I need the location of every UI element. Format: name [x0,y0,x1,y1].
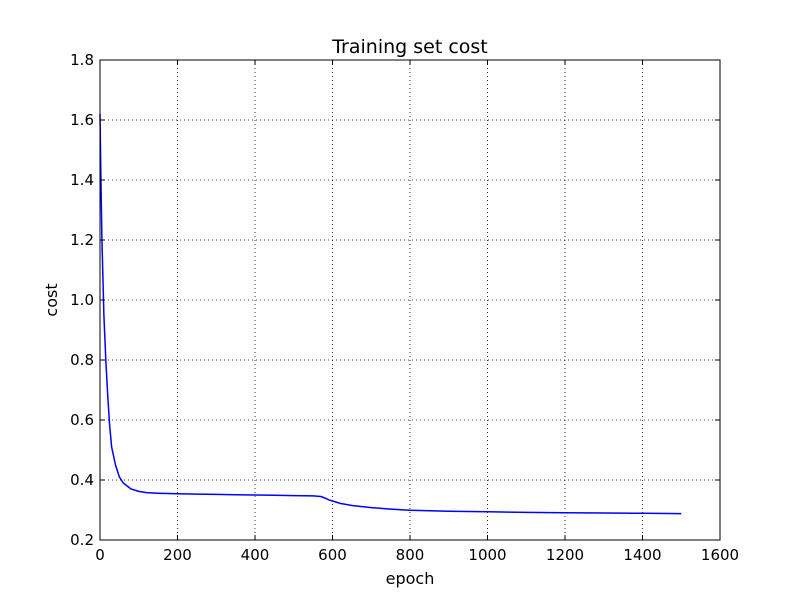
x-tick-label: 0 [95,546,105,564]
x-tick-label: 600 [318,546,347,564]
x-tick-label: 400 [241,546,270,564]
y-tick-label: 1.0 [70,291,94,309]
chart-title: Training set cost [331,36,488,58]
x-tick-label: 800 [396,546,425,564]
y-tick-label: 1.8 [70,51,94,69]
grid [99,59,721,541]
y-tick-label: 0.8 [70,351,94,369]
x-tick-label: 1400 [623,546,661,564]
y-tick-label: 0.6 [70,411,94,429]
y-tick-label: 1.4 [70,171,94,189]
x-tick-label: 1600 [701,546,739,564]
x-axis-label: epoch [386,569,435,588]
series-line [99,113,682,515]
y-tick-label: 1.6 [70,111,94,129]
x-tick-label: 1200 [546,546,584,564]
axis-ticks: 0 200 400 600 800 1000 1200 1400 1600 0.2 0.4 0.6 0.… [70,51,739,564]
y-tick-label: 0.4 [70,471,94,489]
x-tick-label: 200 [163,546,192,564]
y-tick-label: 0.2 [70,531,94,549]
y-tick-label: 1.2 [70,231,94,249]
x-tick-label: 1000 [468,546,506,564]
y-axis-label: cost [42,283,61,316]
